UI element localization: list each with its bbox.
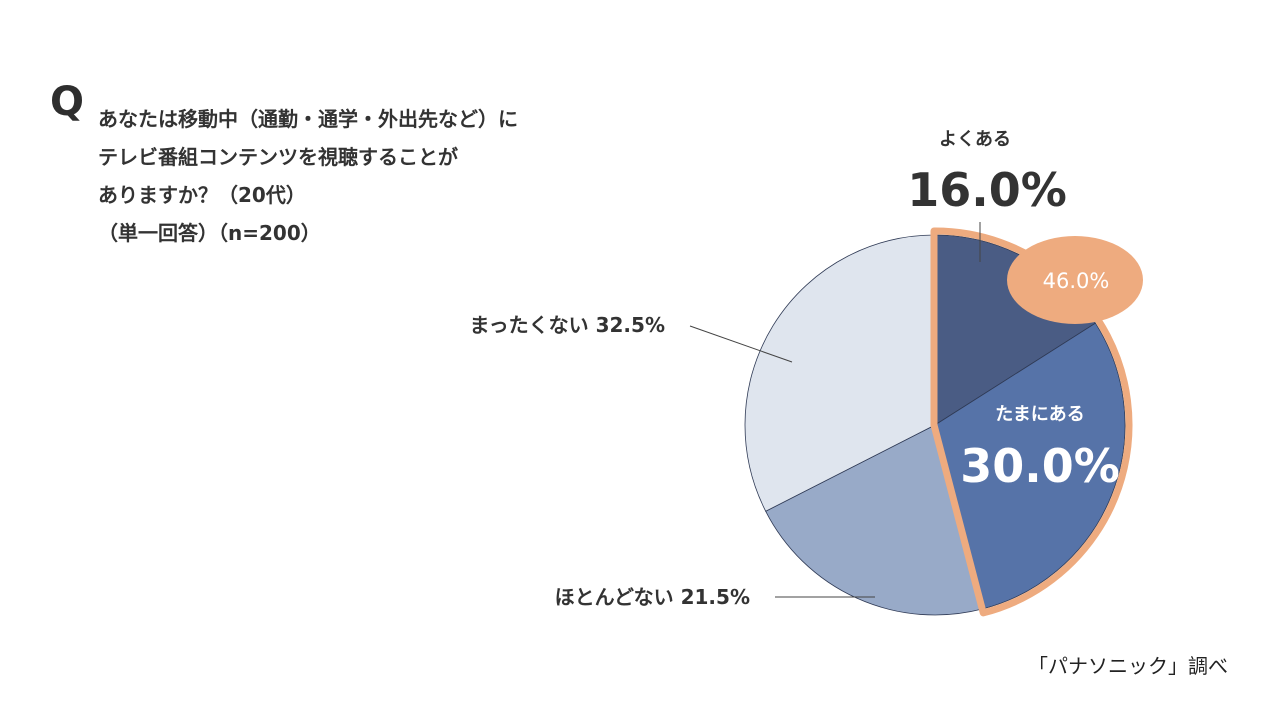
pie-slice-2 — [934, 322, 1126, 610]
leader-line-4 — [689, 325, 793, 363]
question-line-1: あなたは移動中（通勤・通学・外出先など）に — [98, 107, 518, 131]
highlight-value: 46.0% — [1043, 269, 1110, 293]
pie-slice-3 — [765, 424, 983, 616]
slice-label-3: ほとんどない 21.5% — [555, 585, 750, 609]
question-line-2: テレビ番組コンテンツを視聴することが — [98, 145, 458, 169]
slice-label-4: まったくない 32.5% — [469, 313, 665, 337]
question-text: あなたは移動中（通勤・通学・外出先など）に テレビ番組コンテンツを視聴することが… — [98, 100, 518, 252]
slice-label-1: よくある — [939, 129, 1011, 150]
highlight-bubble — [1007, 236, 1143, 324]
highlight-outline — [930, 227, 1133, 617]
question-line-3: ありますか？（20代） — [98, 183, 306, 207]
source-note: 「パナソニック」調べ — [1028, 654, 1228, 678]
question-line-4: （単一回答）（n=200） — [98, 221, 321, 245]
slice-value-1: 16.0% — [907, 163, 1067, 217]
question-mark: Q — [50, 79, 85, 125]
slice-label-2: たまにある — [995, 404, 1084, 425]
pie-slice-4 — [744, 234, 936, 512]
slice-value-2: 30.0% — [960, 439, 1120, 493]
